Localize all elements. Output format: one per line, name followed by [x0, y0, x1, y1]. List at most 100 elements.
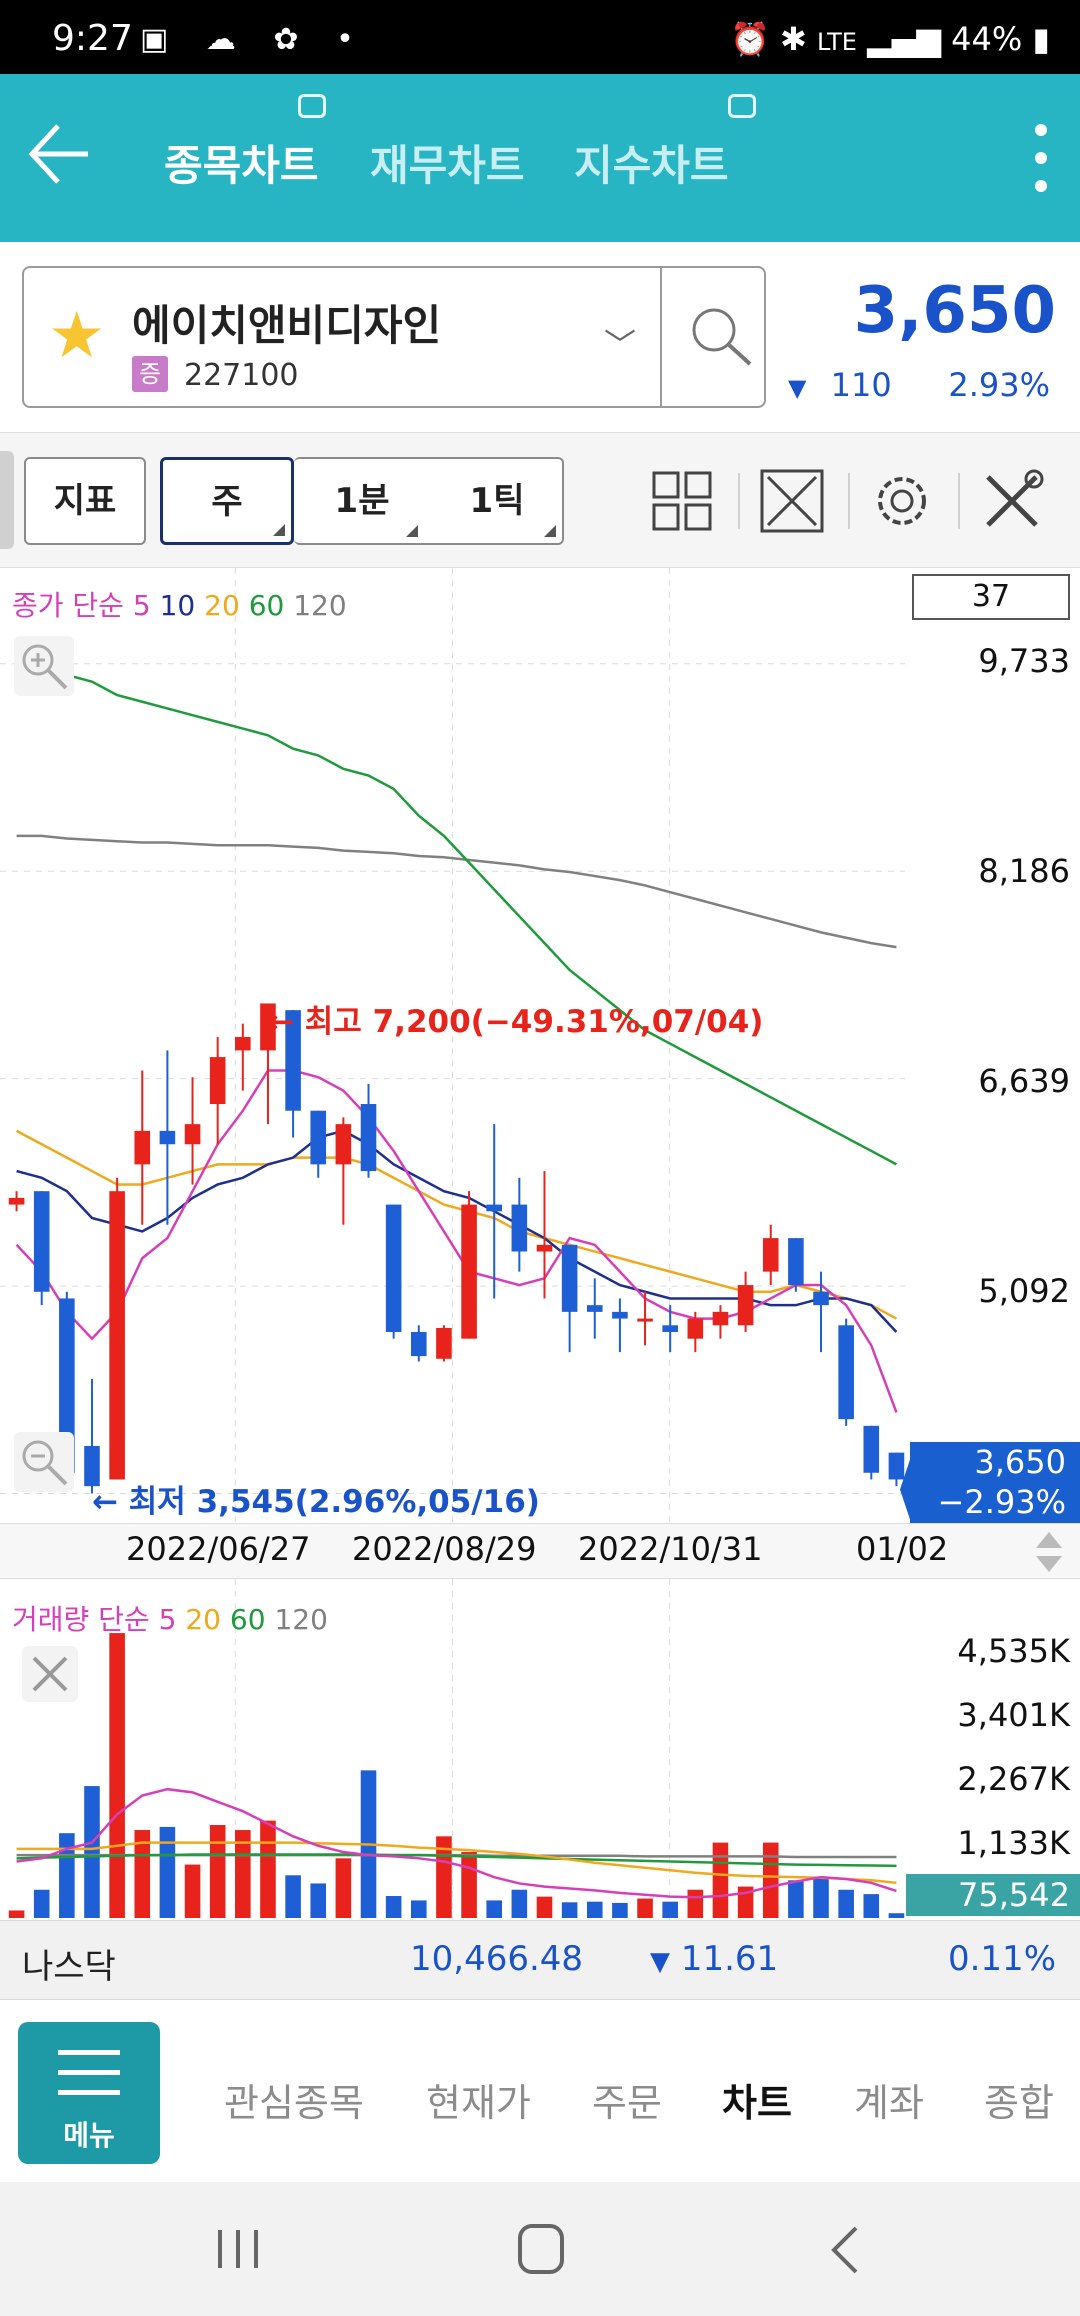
volume-legend-title: 거래량 단순: [12, 1603, 150, 1636]
status-right: ⏰ ✱ LTE ▂▄▆ 44% ▮: [730, 20, 1050, 58]
chevron-down-icon[interactable]: ﹀: [604, 326, 637, 364]
refresh-badge-icon: [298, 94, 326, 118]
search-icon[interactable]: [686, 302, 756, 372]
last-price-pointer: [900, 1459, 910, 1520]
volume-bar: [59, 1833, 75, 1918]
indicator-button[interactable]: 지표: [24, 457, 146, 545]
volume-bar: [385, 1896, 402, 1918]
ma-legend-title: 종가 단순: [12, 589, 124, 622]
tab-stock-chart[interactable]: 종목차트: [164, 141, 319, 190]
price-chart[interactable]: [0, 568, 1080, 1523]
settings-gear-icon[interactable]: [868, 467, 936, 535]
arrow-left-icon: ←: [92, 1484, 118, 1520]
stock-selector[interactable]: ★ 에이치앤비디자인 증 227100 ﹀: [22, 266, 766, 408]
ma120-label: 120: [293, 589, 347, 622]
candle-body: [461, 1204, 477, 1339]
nav-order[interactable]: 주문: [592, 2081, 662, 2125]
back-icon[interactable]: [826, 2224, 862, 2276]
candle-body: [134, 1130, 151, 1165]
volume-bar: [863, 1894, 880, 1918]
candle-body: [486, 1204, 503, 1212]
chart-toolbar: 지표 주 1분 1틱: [0, 432, 1080, 568]
layout-grid-icon[interactable]: [648, 467, 716, 535]
x-tick-label: 2022/06/27: [126, 1530, 311, 1568]
period-week-button[interactable]: 주: [160, 457, 294, 545]
volume-bar: [33, 1889, 50, 1918]
nav-account[interactable]: 계좌: [854, 2081, 924, 2125]
volume-bar: [209, 1825, 226, 1918]
tab-index-chart[interactable]: 지수차트: [574, 141, 729, 190]
price-chart-area[interactable]: [0, 568, 1080, 1523]
more-menu-icon[interactable]: [1026, 118, 1056, 198]
volume-tick-label: 3,401K: [957, 1696, 1070, 1734]
down-arrow-icon: ▼: [650, 1947, 670, 1977]
volume-bar: [109, 1633, 125, 1918]
change-value: 110: [830, 366, 892, 404]
volume-tick-label: 2,267K: [957, 1760, 1070, 1798]
tab-financial-chart[interactable]: 재무차트: [370, 141, 525, 190]
candle-body: [813, 1291, 829, 1306]
volume-bar: [662, 1901, 678, 1918]
last-price-value: 3,650: [974, 1443, 1066, 1481]
vol-ma60-label: 60: [229, 1603, 266, 1636]
ma60-line: [15, 653, 898, 1166]
candle-count-box[interactable]: 37: [912, 574, 1070, 620]
candle-body: [109, 1191, 125, 1480]
high-annotation: ← 최고 7,200(−49.31%,07/04): [268, 996, 763, 1041]
candle-body: [184, 1124, 201, 1145]
volume-chart[interactable]: [0, 1579, 1080, 1920]
volume-bar: [586, 1901, 603, 1918]
y-tick-label: 6,639: [978, 1062, 1070, 1100]
period-week-label: 주: [211, 482, 243, 522]
fullscreen-icon[interactable]: [758, 467, 826, 535]
zoom-in-icon[interactable]: [14, 636, 74, 696]
volume-bar: [888, 1913, 905, 1918]
ma5-label: 5: [132, 589, 151, 622]
candle-body: [410, 1331, 427, 1357]
nav-current-price[interactable]: 현재가: [426, 2081, 531, 2125]
nav-watchlist[interactable]: 관심종목: [224, 2081, 364, 2125]
down-arrow-icon: ▼: [788, 374, 807, 402]
candle-body: [788, 1238, 804, 1286]
candle-body: [84, 1445, 100, 1487]
recent-apps-icon[interactable]: [214, 2226, 264, 2272]
volume-bar: [486, 1900, 503, 1918]
period-1min-button[interactable]: 1분: [334, 481, 390, 521]
candle-body: [888, 1452, 905, 1480]
volume-bar: [838, 1889, 854, 1918]
candle-body: [561, 1244, 578, 1312]
vol-ma5-label: 5: [158, 1603, 177, 1636]
index-change-value: 11.61: [680, 1939, 779, 1979]
volume-bar: [8, 1910, 25, 1918]
index-ticker[interactable]: 나스닥 10,466.48 ▼ 11.61 0.11%: [0, 1920, 1080, 2000]
signal-icon: ▂▄▆: [867, 20, 941, 58]
side-drawer-handle[interactable]: [0, 451, 14, 549]
battery-percent: 44%: [951, 20, 1023, 58]
arrow-left-icon: ←: [268, 1004, 294, 1040]
menu-label: 메뉴: [63, 2119, 115, 2152]
volume-bar: [612, 1902, 628, 1918]
candle-body: [737, 1285, 754, 1326]
nav-overview[interactable]: 종합: [984, 2081, 1054, 2125]
candle-body: [436, 1327, 452, 1359]
tools-icon[interactable]: [978, 467, 1046, 535]
back-arrow-icon[interactable]: [26, 114, 96, 194]
menu-button[interactable]: 메뉴: [18, 2022, 160, 2164]
favorite-star-icon[interactable]: ★: [48, 299, 106, 373]
close-icon[interactable]: [22, 1646, 78, 1702]
period-1tick-button[interactable]: 1틱: [469, 481, 525, 521]
stock-code: 227100: [184, 358, 299, 393]
volume-ma60-line: [16, 1853, 897, 1868]
zoom-out-icon[interactable]: [14, 1432, 74, 1492]
nav-chart[interactable]: 차트: [722, 2081, 792, 2125]
candle-body: [863, 1425, 880, 1473]
ma120-line: [16, 834, 897, 949]
volume-bar: [511, 1889, 528, 1918]
period-group: 1분 1틱: [294, 457, 564, 545]
scroll-updown-icon[interactable]: [1034, 1530, 1064, 1574]
ma-legend: 종가 단순 5 10 20 60 120: [12, 584, 347, 624]
home-icon[interactable]: [516, 2222, 566, 2276]
candle-body: [33, 1191, 50, 1292]
volume-bar: [461, 1852, 477, 1918]
refresh-badge-icon: [728, 94, 756, 118]
